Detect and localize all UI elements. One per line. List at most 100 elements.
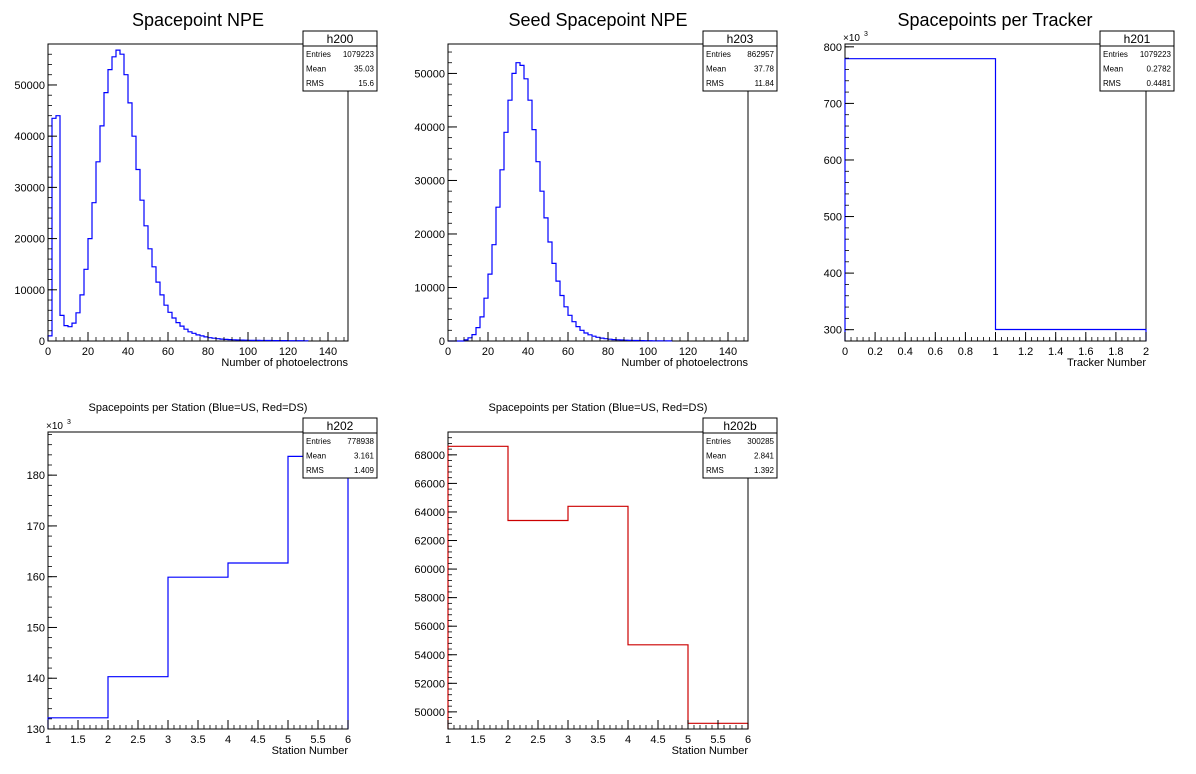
chart-title: Spacepoints per Station (Blue=US, Red=DS… (489, 402, 708, 414)
x-tick-label: 1.5 (70, 734, 85, 746)
stats-box-frame (1099, 30, 1175, 92)
stats-box: h201 Entries 1079223 Mean 0.2782 RMS 0.4481 (1099, 30, 1175, 92)
stats-value-mean: 2.841 (754, 452, 775, 461)
y-tick-label: 20000 (414, 229, 445, 241)
x-tick-label: 6 (345, 734, 351, 746)
stats-value-entries: 300285 (747, 437, 774, 446)
stats-label-mean: Mean (306, 65, 326, 74)
y-tick-label: 0 (39, 336, 45, 348)
x-tick-label: 0 (45, 346, 51, 358)
x-tick-label: 0 (445, 346, 451, 358)
x-tick-label: 3 (565, 734, 571, 746)
x-tick-label: 1 (992, 346, 998, 358)
y-tick-label: 52000 (414, 678, 445, 690)
stats-name: h200 (327, 32, 354, 46)
y-exponent-label: ×10 (46, 421, 63, 432)
x-tick-label: 0 (842, 346, 848, 358)
x-tick-label: 3 (165, 734, 171, 746)
y-exponent-power: 3 (864, 31, 868, 38)
y-tick-label: 30000 (414, 175, 445, 187)
x-tick-label: 120 (679, 346, 697, 358)
stats-value-entries: 778938 (347, 437, 374, 446)
x-tick-label: 0.4 (898, 346, 913, 358)
y-tick-label: 140 (27, 673, 45, 685)
stats-value-entries: 1079223 (1140, 50, 1172, 59)
x-axis-label: Station Number (672, 745, 749, 757)
x-tick-label: 5.5 (710, 734, 725, 746)
y-tick-label: 64000 (414, 507, 445, 519)
y-tick-label: 160 (27, 572, 45, 584)
x-tick-label: 3.5 (590, 734, 605, 746)
y-tick-label: 60000 (414, 564, 445, 576)
x-axis-label: Tracker Number (1067, 357, 1146, 369)
histogram-panel-h200: Spacepoint NPE 0 20 40 60 80 100 120 140 0 10000 20… (14, 10, 378, 369)
x-tick-label: 20 (482, 346, 494, 358)
x-tick-label: 60 (562, 346, 574, 358)
stats-label-entries: Entries (1103, 50, 1128, 59)
stats-value-rms: 0.4481 (1147, 79, 1172, 88)
stats-label-mean: Mean (706, 452, 726, 461)
histogram-panel-h202b: Spacepoints per Station (Blue=US, Red=DS… (414, 402, 778, 757)
stats-label-mean: Mean (706, 65, 726, 74)
x-tick-label: 1 (445, 734, 451, 746)
x-tick-label: 40 (522, 346, 534, 358)
y-tick-label: 56000 (414, 621, 445, 633)
stats-label-entries: Entries (306, 50, 331, 59)
stats-value-rms: 11.84 (755, 79, 775, 88)
x-tick-label: 1 (45, 734, 51, 746)
x-tick-label: 1.8 (1108, 346, 1123, 358)
stats-value-mean: 0.2782 (1147, 65, 1172, 74)
x-tick-label: 140 (719, 346, 737, 358)
x-tick-label: 1.6 (1078, 346, 1093, 358)
y-tick-label: 130 (27, 724, 45, 736)
y-tick-label: 58000 (414, 593, 445, 605)
chart-title: Spacepoints per Station (Blue=US, Red=DS… (89, 402, 308, 414)
y-tick-label: 50000 (414, 707, 445, 719)
stats-label-rms: RMS (706, 466, 724, 475)
histogram-line (844, 58, 1147, 341)
histogram-panel-h202: Spacepoints per Station (Blue=US, Red=DS… (27, 402, 378, 757)
stats-label-entries: Entries (306, 437, 331, 446)
y-tick-label: 150 (27, 622, 45, 634)
x-tick-label: 0.6 (928, 346, 943, 358)
histogram-panel-h203: Seed Spacepoint NPE 0 20 40 60 80 100 120 140 0 10… (414, 10, 778, 369)
x-tick-label: 120 (279, 346, 297, 358)
stats-box: h200 Entries 1079223 Mean 35.03 RMS 15.6 (302, 30, 378, 92)
stats-box: h202 Entries 778938 Mean 3.161 RMS 1.409 (302, 417, 378, 479)
x-tick-label: 0.2 (867, 346, 882, 358)
histogram-line (47, 49, 309, 342)
y-tick-label: 180 (27, 470, 45, 482)
stats-label-entries: Entries (706, 50, 731, 59)
stats-name: h202b (723, 419, 757, 433)
stats-label-rms: RMS (306, 79, 324, 88)
stats-box-frame (302, 30, 378, 92)
stats-label-entries: Entries (706, 437, 731, 446)
chart-title: Spacepoints per Tracker (897, 10, 1092, 30)
chart-title: Spacepoint NPE (132, 10, 264, 30)
stats-label-mean: Mean (306, 452, 326, 461)
x-tick-label: 4.5 (250, 734, 265, 746)
stats-box-frame (702, 417, 778, 479)
x-tick-label: 4 (225, 734, 231, 746)
y-tick-label: 50000 (14, 80, 45, 92)
histogram-panel-h201: Spacepoints per Tracker 0 0.2 0.4 0.6 0.8 1 1.2… (824, 10, 1175, 369)
x-tick-label: 1.2 (1018, 346, 1033, 358)
x-tick-label: 2.5 (130, 734, 145, 746)
y-tick-label: 54000 (414, 650, 445, 662)
y-tick-label: 50000 (414, 68, 445, 80)
plot-frame (447, 43, 749, 342)
x-tick-label: 0.8 (958, 346, 973, 358)
y-tick-label: 400 (824, 268, 842, 280)
stats-name: h201 (1124, 32, 1151, 46)
x-tick-label: 60 (162, 346, 174, 358)
x-axis-label: Number of photoelectrons (621, 357, 748, 369)
stats-value-mean: 37.78 (754, 65, 775, 74)
stats-box: h202b Entries 300285 Mean 2.841 RMS 1.392 (702, 417, 778, 479)
y-tick-label: 66000 (414, 478, 445, 490)
stats-value-entries: 1079223 (343, 50, 375, 59)
y-tick-label: 0 (439, 336, 445, 348)
x-tick-label: 1.4 (1048, 346, 1063, 358)
stats-value-entries: 862957 (747, 50, 774, 59)
x-tick-label: 4 (625, 734, 631, 746)
